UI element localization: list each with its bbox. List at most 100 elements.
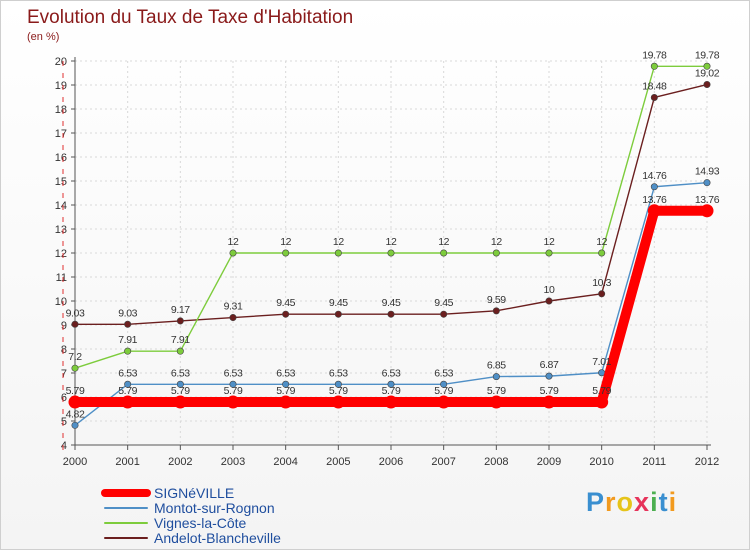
y-tick-label: 20 (55, 56, 67, 68)
logo-letter: o (616, 487, 635, 517)
y-tick-label: 6 (61, 392, 67, 404)
data-point (124, 380, 132, 388)
y-tick-label: 18 (55, 104, 67, 116)
data-point (176, 347, 184, 355)
data-point (71, 421, 79, 429)
x-tick-label: 2012 (695, 456, 719, 468)
data-label: 6.53 (118, 367, 137, 379)
logo-letter: r (605, 487, 617, 517)
data-label: 12 (544, 236, 555, 248)
data-point (121, 395, 135, 409)
data-point (440, 310, 448, 318)
data-label: 12 (228, 236, 239, 248)
data-label: 7.01 (592, 356, 611, 368)
x-tick-label: 2007 (431, 456, 455, 468)
chart-title: Evolution du Taux de Taxe d'Habitation (27, 7, 354, 28)
y-tick-label: 11 (56, 272, 67, 284)
x-tick-label: 2000 (63, 456, 87, 468)
data-point (384, 395, 398, 409)
data-label: 9.17 (171, 304, 190, 316)
y-tick-label: 7 (61, 368, 67, 380)
data-point (176, 317, 184, 325)
data-point (229, 314, 237, 322)
data-label: 7.91 (171, 334, 190, 346)
x-tick-label: 2002 (168, 456, 192, 468)
y-tick-label: 12 (55, 248, 67, 260)
data-point (598, 249, 606, 257)
data-point (545, 249, 553, 257)
data-point (437, 395, 451, 409)
data-label: 19.78 (642, 49, 667, 61)
y-tick-label: 15 (55, 176, 67, 188)
legend-label: Montot-sur-Rognon (154, 500, 275, 516)
data-label: 6.53 (329, 367, 348, 379)
data-label: 5.79 (224, 385, 243, 397)
data-label: 6.85 (487, 360, 506, 372)
data-point (542, 395, 556, 409)
proxiti-logo: Proxiti (586, 487, 677, 518)
data-label: 6.87 (540, 359, 559, 371)
x-tick-label: 2005 (326, 456, 350, 468)
data-point (226, 395, 240, 409)
data-label: 13.76 (695, 194, 720, 206)
data-label: 5.79 (382, 385, 401, 397)
data-label: 6.53 (434, 367, 453, 379)
data-label: 4.82 (66, 408, 85, 420)
data-label: 18.48 (642, 80, 667, 92)
data-point (492, 307, 500, 315)
y-tick-label: 14 (55, 200, 67, 212)
data-point (703, 81, 711, 89)
legend-label: SIGNéVILLE (154, 485, 234, 501)
data-label: 12 (596, 236, 607, 248)
data-label: 5.79 (171, 385, 190, 397)
data-label: 9.59 (487, 294, 506, 306)
data-label: 12 (438, 236, 449, 248)
data-point (387, 249, 395, 257)
data-label: 14.93 (695, 166, 720, 178)
data-label: 12 (386, 236, 397, 248)
y-tick-label: 13 (55, 224, 67, 236)
data-label: 5.79 (487, 385, 506, 397)
data-label: 5.79 (118, 385, 137, 397)
x-tick-label: 2008 (484, 456, 508, 468)
data-point (703, 62, 711, 70)
data-point (282, 310, 290, 318)
data-point (334, 310, 342, 318)
data-point (650, 183, 658, 191)
data-point (229, 249, 237, 257)
data-label: 12 (333, 236, 344, 248)
data-label: 13.76 (642, 194, 667, 206)
data-point (545, 372, 553, 380)
data-point (387, 310, 395, 318)
data-point (440, 249, 448, 257)
data-point (647, 204, 661, 218)
data-label: 9.31 (224, 301, 243, 313)
data-point (598, 369, 606, 377)
data-label: 9.45 (434, 297, 453, 309)
data-point (282, 380, 290, 388)
data-label: 5.79 (592, 385, 611, 397)
data-point (334, 249, 342, 257)
data-label: 5.79 (434, 385, 453, 397)
x-tick-label: 2004 (273, 456, 297, 468)
data-point (282, 249, 290, 257)
data-label: 10 (544, 284, 555, 296)
legend-label: Vignes-la-Côte (154, 515, 247, 531)
data-label: 9.03 (118, 307, 137, 319)
data-label: 5.79 (329, 385, 348, 397)
data-label: 9.03 (66, 307, 85, 319)
data-label: 5.79 (66, 385, 85, 397)
logo-letter: P (586, 487, 606, 517)
data-point (700, 204, 714, 218)
data-point (387, 380, 395, 388)
data-point (71, 320, 79, 328)
data-label: 19.78 (695, 49, 720, 61)
y-tick-label: 8 (61, 344, 67, 356)
x-tick-label: 2001 (115, 456, 139, 468)
data-label: 6.53 (382, 367, 401, 379)
data-label: 12 (280, 236, 291, 248)
y-tick-label: 5 (61, 416, 67, 428)
data-label: 6.53 (276, 367, 295, 379)
